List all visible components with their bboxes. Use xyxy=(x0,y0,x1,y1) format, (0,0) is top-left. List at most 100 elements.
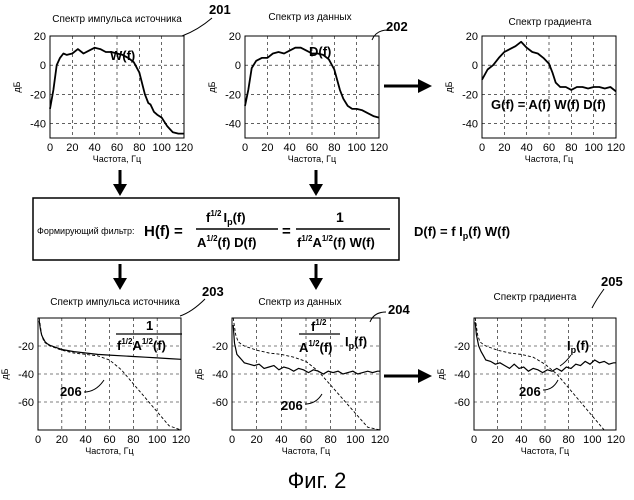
y-axis-label: дБ xyxy=(207,81,217,92)
panel-gradient-spectrum-bottom: 020406080100120-20-40-60Частота, ГцдБСпе… xyxy=(436,292,625,456)
x-tick-label: 100 xyxy=(148,434,166,446)
x-tick-label: 60 xyxy=(539,434,551,446)
leader-201 xyxy=(182,18,212,36)
panel-source-spectrum-bottom: 020406080100120-20-40-60Частота, ГцдБСпе… xyxy=(0,297,190,456)
bl-num: 1 xyxy=(146,318,153,333)
x-tick-label: 100 xyxy=(347,142,365,154)
x-tick-label: 120 xyxy=(175,142,193,154)
bl-den-sup1: 1/2 xyxy=(121,337,133,346)
y-axis-label: дБ xyxy=(0,368,10,379)
figure-caption: Фиг. 2 xyxy=(288,468,347,493)
x-axis-label: Частота, Гц xyxy=(288,154,336,164)
x-tick-label: 60 xyxy=(306,142,318,154)
y-tick-label: -40 xyxy=(462,118,478,130)
side-equation: D(f) = f Ip(f) W(f) xyxy=(414,224,510,241)
y-tick-label: 20 xyxy=(34,31,46,43)
x-tick-label: 20 xyxy=(66,142,78,154)
ref-203: 203 xyxy=(202,284,224,299)
x-tick-label: 0 xyxy=(471,434,477,446)
y-tick-label: -40 xyxy=(212,369,228,381)
bl-den-rest: (f) xyxy=(153,338,166,353)
filter-frac2-num: 1 xyxy=(336,209,344,225)
bm-num-sup: 1/2 xyxy=(315,318,327,327)
x-tick-label: 100 xyxy=(152,142,170,154)
leader-204 xyxy=(370,312,386,322)
y-tick-label: 20 xyxy=(229,31,241,43)
x-axis-label: Частота, Гц xyxy=(525,154,573,164)
annotation-d: D(f) xyxy=(309,44,331,59)
side-eq-rhs: (f) W(f) xyxy=(468,224,510,239)
annotation-bm-fraction: f1/2 A1/2(f) Ip(f) xyxy=(299,318,367,355)
x-tick-label: 40 xyxy=(89,142,101,154)
x-tick-label: 20 xyxy=(492,434,504,446)
ref-206-right: 206 xyxy=(519,384,541,399)
x-tick-label: 120 xyxy=(607,142,625,154)
x-tick-label: 100 xyxy=(583,434,601,446)
leader-203 xyxy=(180,299,205,316)
filter-eq: = xyxy=(282,223,291,240)
x-tick-label: 0 xyxy=(229,434,235,446)
y-tick-label: -60 xyxy=(454,397,470,409)
x-tick-label: 80 xyxy=(328,142,340,154)
x-tick-label: 40 xyxy=(80,434,92,446)
x-tick-label: 100 xyxy=(346,434,364,446)
bl-den: f1/2A1/2(f) xyxy=(117,337,166,353)
filter-h: H(f) = xyxy=(144,223,183,240)
ref-201: 201 xyxy=(209,2,231,17)
filter-frac2-den: f1/2A1/2(f) W(f) xyxy=(297,234,375,250)
x-tick-label: 120 xyxy=(370,142,388,154)
leader-205 xyxy=(592,289,604,308)
leader-br-ip xyxy=(560,355,571,366)
panel-data-spectrum-bottom: 020406080100120-20-40-60Частота, ГцдБСпе… xyxy=(194,297,389,456)
x-tick-label: 0 xyxy=(35,434,41,446)
ref-205: 205 xyxy=(601,274,623,289)
frac1-den-rest: (f) D(f) xyxy=(218,235,257,250)
x-tick-label: 80 xyxy=(133,142,145,154)
filter-frac1-den: A1/2(f) D(f) xyxy=(197,234,257,250)
y-tick-label: 0 xyxy=(472,60,478,72)
frac2-den-sup1: 1/2 xyxy=(301,234,313,243)
arrow-down-middle-bottom xyxy=(309,264,323,290)
y-axis-label: дБ xyxy=(444,81,454,92)
x-tick-label: 40 xyxy=(521,142,533,154)
arrow-down-left-bottom xyxy=(113,264,127,290)
x-tick-label: 80 xyxy=(325,434,337,446)
bm-den-rest: (f) xyxy=(320,340,333,355)
y-tick-label: -20 xyxy=(30,89,46,101)
x-axis-label: Частота, Гц xyxy=(85,446,133,456)
y-axis-label: дБ xyxy=(194,368,204,379)
y-tick-label: -60 xyxy=(18,397,34,409)
y-tick-label: -60 xyxy=(212,397,228,409)
arrow-right-bottom xyxy=(384,369,432,383)
y-axis-label: дБ xyxy=(436,368,446,379)
chart-title: Спектр импульса источника xyxy=(50,297,180,308)
y-tick-label: -40 xyxy=(30,118,46,130)
panel-data-spectrum-top: 020406080100120200-20-40Частота, ГцдБСпе… xyxy=(207,12,388,164)
frac1-num-end: (f) xyxy=(233,210,246,225)
x-tick-label: 20 xyxy=(498,142,510,154)
filter-frac1-num: f1/2Ip(f) xyxy=(206,209,246,227)
x-tick-label: 40 xyxy=(515,434,527,446)
x-tick-label: 20 xyxy=(251,434,263,446)
x-tick-label: 60 xyxy=(543,142,555,154)
y-tick-label: -20 xyxy=(225,89,241,101)
bm-ip: Ip(f) xyxy=(345,334,367,351)
x-tick-label: 80 xyxy=(565,142,577,154)
ref-204: 204 xyxy=(388,302,410,317)
br-ip-rest: (f) xyxy=(576,338,589,353)
x-tick-label: 120 xyxy=(172,434,190,446)
annotation-g: G(f) = A(f) W(f) D(f) xyxy=(491,97,606,112)
x-axis-label: Частота, Гц xyxy=(93,154,141,164)
frac2-den-sup2: 1/2 xyxy=(322,234,334,243)
side-eq-lhs: D(f) = f I xyxy=(414,224,463,239)
bl-den-sup2: 1/2 xyxy=(142,337,154,346)
bm-den-sup: 1/2 xyxy=(308,339,320,348)
ref-206-left: 206 xyxy=(60,384,82,399)
bm-den: A1/2(f) xyxy=(299,339,333,355)
x-tick-label: 60 xyxy=(300,434,312,446)
x-tick-label: 120 xyxy=(607,434,625,446)
x-tick-label: 80 xyxy=(127,434,139,446)
arrow-down-left-top xyxy=(113,170,127,196)
x-axis-label: Частота, Гц xyxy=(521,446,569,456)
x-tick-label: 20 xyxy=(261,142,273,154)
